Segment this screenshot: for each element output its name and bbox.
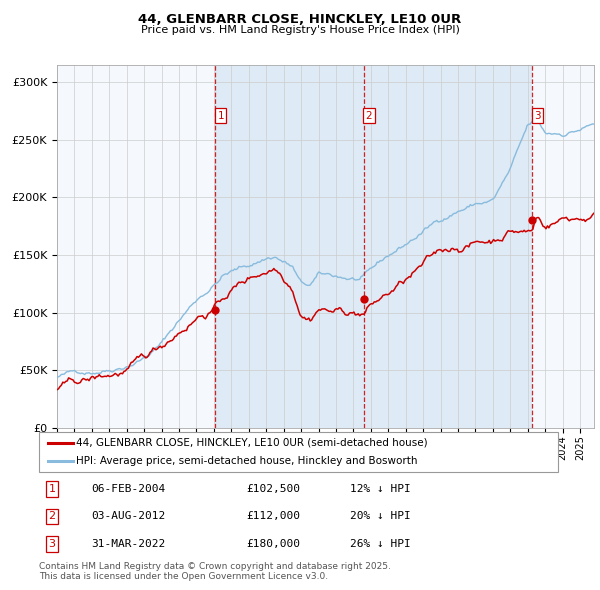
- Bar: [215, 65, 364, 428]
- Text: 26% ↓ HPI: 26% ↓ HPI: [350, 539, 411, 549]
- Text: 12% ↓ HPI: 12% ↓ HPI: [350, 484, 411, 494]
- Text: 03-AUG-2012: 03-AUG-2012: [91, 512, 165, 522]
- FancyBboxPatch shape: [39, 432, 558, 472]
- Text: 44, GLENBARR CLOSE, HINCKLEY, LE10 0UR (semi-detached house): 44, GLENBARR CLOSE, HINCKLEY, LE10 0UR (…: [76, 438, 428, 448]
- Text: £112,000: £112,000: [247, 512, 301, 522]
- Text: HPI: Average price, semi-detached house, Hinckley and Bosworth: HPI: Average price, semi-detached house,…: [76, 456, 418, 466]
- Text: 1: 1: [49, 484, 55, 494]
- Text: £102,500: £102,500: [247, 484, 301, 494]
- Text: 31-MAR-2022: 31-MAR-2022: [91, 539, 165, 549]
- Text: 3: 3: [49, 539, 55, 549]
- Text: 06-FEB-2004: 06-FEB-2004: [91, 484, 165, 494]
- Text: 2: 2: [49, 512, 56, 522]
- Text: 44, GLENBARR CLOSE, HINCKLEY, LE10 0UR: 44, GLENBARR CLOSE, HINCKLEY, LE10 0UR: [139, 13, 461, 26]
- Text: 2: 2: [365, 111, 373, 121]
- Text: 1: 1: [218, 111, 224, 121]
- Text: £180,000: £180,000: [247, 539, 301, 549]
- Bar: [364, 65, 532, 428]
- Text: 20% ↓ HPI: 20% ↓ HPI: [350, 512, 411, 522]
- Text: Contains HM Land Registry data © Crown copyright and database right 2025.
This d: Contains HM Land Registry data © Crown c…: [39, 562, 391, 581]
- Text: 3: 3: [534, 111, 541, 121]
- Text: Price paid vs. HM Land Registry's House Price Index (HPI): Price paid vs. HM Land Registry's House …: [140, 25, 460, 35]
